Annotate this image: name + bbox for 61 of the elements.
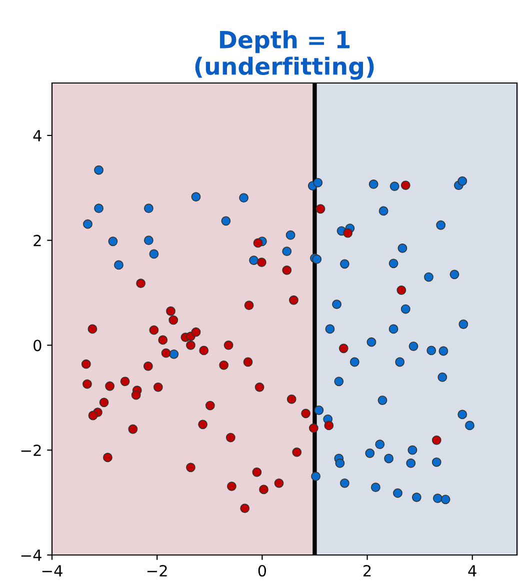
- point: [254, 382, 264, 392]
- point: [226, 482, 236, 491]
- point: [301, 408, 310, 418]
- point: [199, 346, 209, 356]
- point: [253, 238, 263, 248]
- y-tick-label: 2: [34, 234, 41, 246]
- point: [286, 394, 296, 404]
- point: [219, 360, 229, 370]
- point: [343, 228, 353, 238]
- y-tick-label: −4: [21, 550, 42, 561]
- point: [88, 324, 98, 334]
- point: [396, 285, 406, 295]
- x-tick-label: −2: [147, 564, 167, 576]
- x-tick-label: 0: [258, 564, 266, 577]
- chart-title: Depth = 1 (underfitting): [195, 30, 374, 80]
- point: [316, 204, 326, 214]
- point: [153, 382, 163, 392]
- point: [324, 420, 334, 430]
- point: [81, 359, 91, 369]
- point: [136, 278, 146, 288]
- point: [105, 381, 114, 391]
- point: [191, 327, 201, 337]
- point: [308, 423, 318, 433]
- point: [400, 180, 410, 190]
- point: [186, 462, 196, 472]
- point: [102, 452, 112, 462]
- point: [161, 348, 171, 358]
- y-tick-label: −2: [21, 444, 41, 456]
- point: [88, 410, 98, 420]
- point: [282, 266, 292, 275]
- point: [224, 340, 234, 350]
- point: [166, 306, 176, 316]
- point: [99, 398, 109, 408]
- y-tick-label: 0: [34, 340, 42, 352]
- point: [338, 344, 348, 354]
- point: [274, 478, 284, 488]
- point: [168, 315, 178, 325]
- point: [256, 258, 266, 268]
- point: [143, 362, 153, 371]
- point: [131, 390, 141, 400]
- x-tick-label: −4: [42, 565, 62, 576]
- point: [82, 379, 92, 389]
- point: [240, 504, 250, 514]
- y-tick-label: 4: [33, 130, 42, 142]
- point: [226, 432, 236, 442]
- point: [432, 435, 442, 445]
- point: [128, 424, 138, 434]
- point: [244, 300, 254, 310]
- point: [292, 448, 302, 457]
- point: [149, 325, 159, 335]
- point: [120, 376, 130, 386]
- x-tick-label: 2: [364, 564, 371, 576]
- point: [259, 484, 268, 494]
- point: [252, 467, 262, 477]
- point: [198, 420, 208, 430]
- x-tick-label: 4: [468, 565, 476, 576]
- point: [158, 335, 168, 345]
- point: [288, 295, 298, 305]
- point: [186, 340, 196, 350]
- point: [243, 357, 253, 367]
- point: [205, 400, 215, 410]
